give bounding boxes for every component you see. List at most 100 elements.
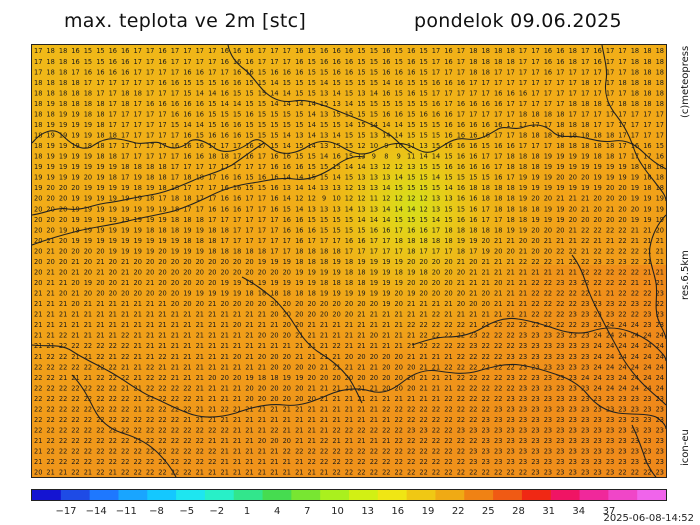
colorbar-segment bbox=[464, 490, 494, 500]
grid-value: 13 bbox=[357, 184, 365, 192]
colorbar-tick-label: 4 bbox=[274, 506, 281, 517]
grid-value: 16 bbox=[121, 58, 129, 66]
grid-value: 23 bbox=[544, 395, 552, 403]
grid-value: 17 bbox=[581, 89, 589, 97]
grid-value: 20 bbox=[245, 269, 253, 277]
grid-value: 16 bbox=[270, 163, 278, 171]
grid-value: 18 bbox=[643, 174, 651, 182]
grid-value: 16 bbox=[506, 142, 514, 150]
grid-value: 20 bbox=[295, 300, 303, 308]
grid-value: 23 bbox=[593, 469, 601, 477]
grid-value: 18 bbox=[258, 247, 266, 255]
grid-value: 23 bbox=[631, 458, 639, 466]
grid-value: 19 bbox=[46, 163, 54, 171]
grid-value: 19 bbox=[109, 205, 117, 213]
grid-value: 21 bbox=[183, 321, 191, 329]
grid-value: 17 bbox=[158, 195, 166, 203]
grid-value: 20 bbox=[494, 247, 502, 255]
grid-value: 22 bbox=[593, 269, 601, 277]
grid-value: 23 bbox=[519, 332, 527, 340]
grid-value: 18 bbox=[656, 100, 664, 108]
grid-value: 17 bbox=[146, 58, 154, 66]
grid-value: 19 bbox=[34, 174, 42, 182]
grid-value: 18 bbox=[581, 121, 589, 129]
grid-value: 18 bbox=[46, 58, 54, 66]
grid-value: 16 bbox=[245, 58, 253, 66]
grid-value: 16 bbox=[407, 58, 415, 66]
grid-value: 20 bbox=[482, 237, 490, 245]
grid-value: 21 bbox=[221, 395, 229, 403]
grid-value: 21 bbox=[245, 448, 253, 456]
grid-value: 21 bbox=[320, 395, 328, 403]
colorbar-tick-label: −2 bbox=[209, 506, 225, 517]
grid-value: 24 bbox=[643, 384, 651, 392]
grid-value: 13 bbox=[320, 142, 328, 150]
grid-value: 18 bbox=[221, 247, 229, 255]
grid-value: 21 bbox=[308, 321, 316, 329]
grid-value: 21 bbox=[382, 311, 390, 319]
grid-value: 21 bbox=[146, 342, 154, 350]
grid-value: 14 bbox=[395, 205, 403, 213]
grid-value: 20 bbox=[618, 205, 626, 213]
grid-value: 17 bbox=[208, 195, 216, 203]
grid-value: 18 bbox=[59, 58, 67, 66]
grid-value: 18 bbox=[345, 279, 353, 287]
grid-value: 21 bbox=[320, 469, 328, 477]
grid-value: 21 bbox=[109, 321, 117, 329]
grid-value: 16 bbox=[544, 68, 552, 76]
grid-value: 22 bbox=[419, 406, 427, 414]
grid-value: 21 bbox=[270, 448, 278, 456]
grid-value: 21 bbox=[121, 384, 129, 392]
grid-value: 23 bbox=[581, 395, 589, 403]
grid-value: 18 bbox=[469, 184, 477, 192]
grid-value: 22 bbox=[345, 458, 353, 466]
grid-value: 21 bbox=[134, 406, 142, 414]
grid-value: 17 bbox=[531, 68, 539, 76]
grid-value: 18 bbox=[109, 132, 117, 140]
grid-value: 22 bbox=[59, 332, 67, 340]
grid-value: 21 bbox=[208, 395, 216, 403]
grid-value: 16 bbox=[432, 100, 440, 108]
grid-value: 21 bbox=[109, 353, 117, 361]
grid-value: 22 bbox=[158, 395, 166, 403]
grid-value: 18 bbox=[221, 226, 229, 234]
grid-value: 23 bbox=[581, 427, 589, 435]
grid-value: 17 bbox=[146, 47, 154, 55]
grid-value: 13 bbox=[419, 142, 427, 150]
grid-value: 17 bbox=[233, 163, 241, 171]
grid-value: 22 bbox=[618, 300, 626, 308]
grid-value: 16 bbox=[233, 121, 241, 129]
grid-value: 23 bbox=[469, 342, 477, 350]
grid-value: 16 bbox=[370, 226, 378, 234]
grid-value: 18 bbox=[158, 163, 166, 171]
grid-value: 23 bbox=[482, 427, 490, 435]
grid-value: 18 bbox=[593, 132, 601, 140]
grid-value: 18 bbox=[34, 121, 42, 129]
grid-value: 19 bbox=[109, 237, 117, 245]
grid-value: 16 bbox=[308, 226, 316, 234]
grid-value: 17 bbox=[482, 205, 490, 213]
grid-value: 19 bbox=[84, 279, 92, 287]
grid-value: 21 bbox=[419, 363, 427, 371]
grid-value: 23 bbox=[519, 458, 527, 466]
grid-value: 8 bbox=[384, 153, 388, 161]
grid-value: 20 bbox=[395, 300, 403, 308]
grid-value: 22 bbox=[71, 416, 79, 424]
grid-value: 15 bbox=[283, 79, 291, 87]
grid-value: 14 bbox=[308, 100, 316, 108]
grid-value: 16 bbox=[233, 58, 241, 66]
grid-value: 21 bbox=[171, 342, 179, 350]
grid-value: 18 bbox=[494, 184, 502, 192]
grid-value: 17 bbox=[519, 47, 527, 55]
grid-value: 21 bbox=[258, 416, 266, 424]
grid-value: 22 bbox=[419, 321, 427, 329]
grid-value: 20 bbox=[59, 205, 67, 213]
grid-value: 24 bbox=[656, 342, 664, 350]
grid-value: 22 bbox=[432, 427, 440, 435]
grid-value: 19 bbox=[308, 279, 316, 287]
grid-value: 19 bbox=[519, 195, 527, 203]
grid-value: 21 bbox=[308, 416, 316, 424]
grid-value: 23 bbox=[407, 427, 415, 435]
grid-value: 22 bbox=[46, 448, 54, 456]
grid-value: 20 bbox=[432, 290, 440, 298]
